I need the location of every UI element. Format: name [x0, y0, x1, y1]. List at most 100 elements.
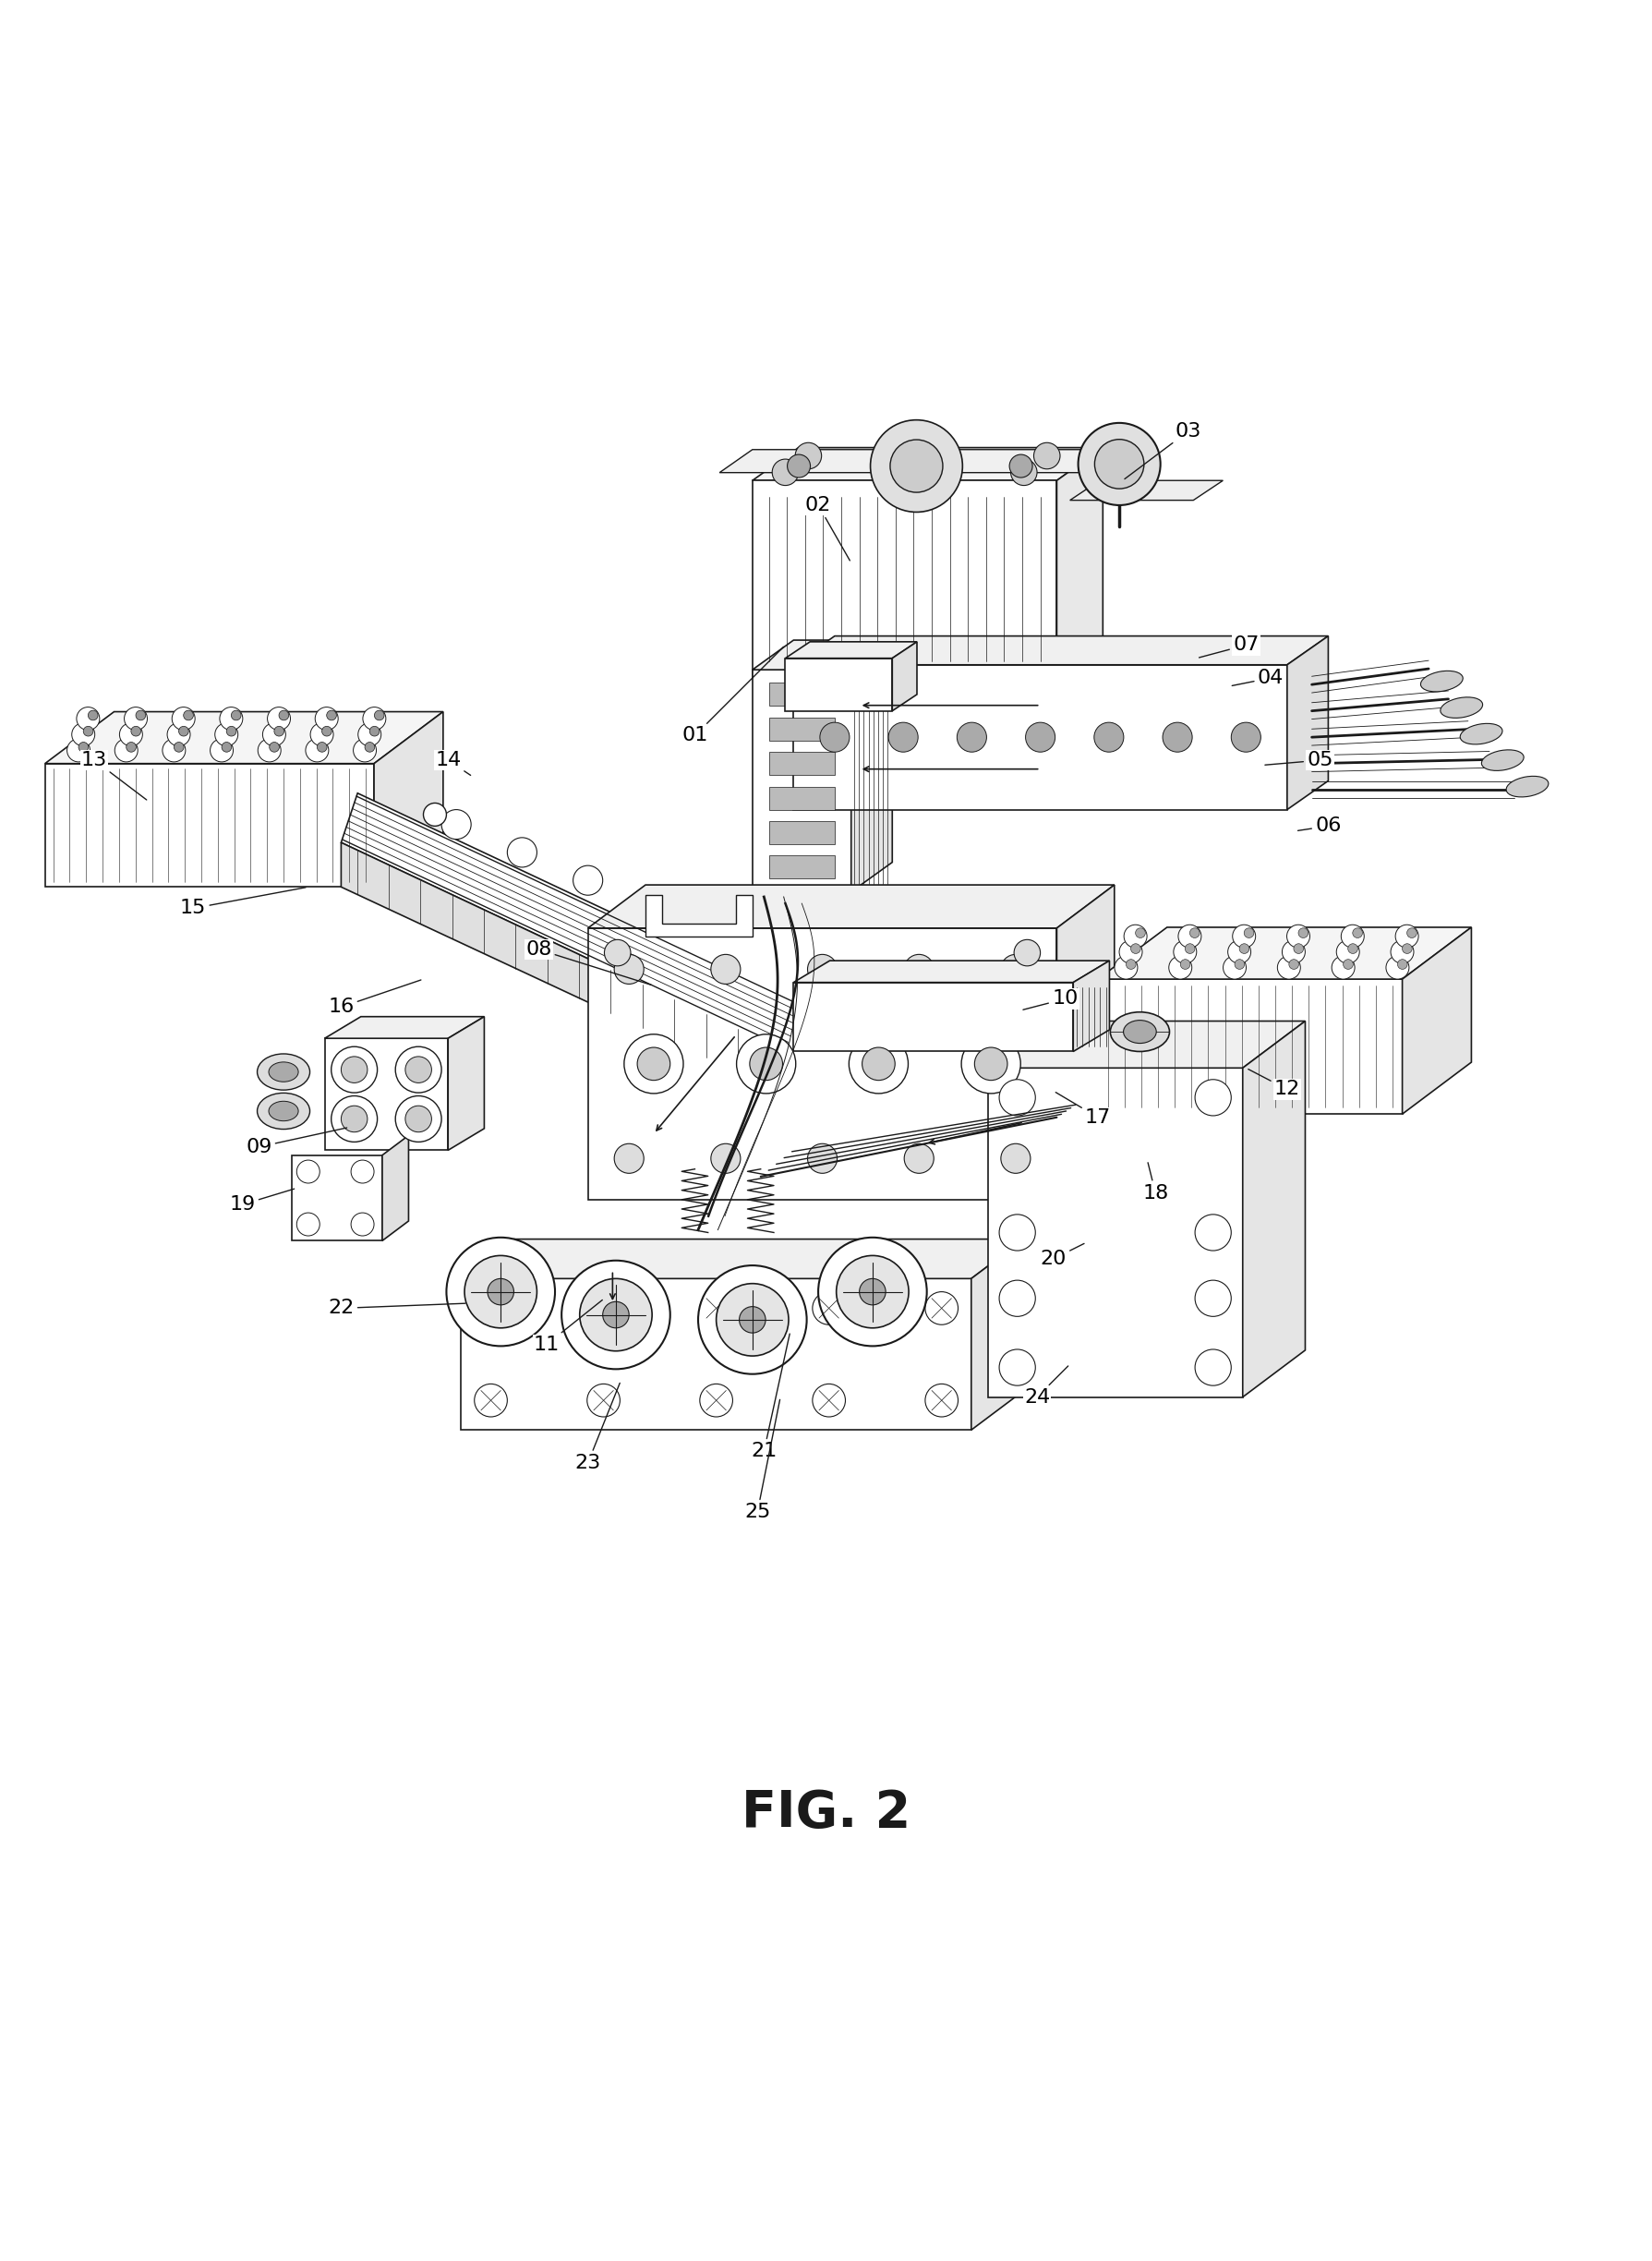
Circle shape [887, 724, 917, 753]
Circle shape [999, 1350, 1034, 1386]
Circle shape [999, 1078, 1034, 1115]
Circle shape [1094, 439, 1143, 488]
Circle shape [83, 726, 93, 737]
Circle shape [1113, 956, 1137, 979]
Circle shape [1396, 959, 1406, 970]
Circle shape [1282, 941, 1305, 963]
Text: 12: 12 [1247, 1069, 1300, 1099]
Circle shape [135, 710, 145, 721]
Text: 03: 03 [1123, 423, 1201, 479]
Circle shape [1406, 927, 1416, 938]
Polygon shape [1097, 979, 1401, 1115]
Polygon shape [752, 669, 851, 891]
Circle shape [890, 439, 942, 493]
Circle shape [226, 726, 236, 737]
Circle shape [1351, 927, 1361, 938]
Circle shape [340, 1056, 367, 1083]
Circle shape [474, 1291, 507, 1325]
Circle shape [114, 739, 137, 762]
Circle shape [363, 708, 385, 730]
Circle shape [904, 1144, 933, 1173]
Text: 07: 07 [1198, 635, 1259, 658]
Circle shape [1161, 724, 1191, 753]
Circle shape [119, 724, 142, 746]
Polygon shape [1242, 1022, 1305, 1397]
Circle shape [350, 1212, 373, 1237]
Circle shape [183, 710, 193, 721]
Circle shape [1001, 954, 1029, 984]
Circle shape [221, 742, 231, 753]
Circle shape [1340, 925, 1363, 947]
Circle shape [710, 1144, 740, 1173]
Circle shape [1013, 941, 1039, 965]
Polygon shape [382, 1135, 408, 1241]
Circle shape [1032, 443, 1059, 468]
Circle shape [1287, 925, 1308, 947]
Circle shape [1389, 941, 1412, 963]
Circle shape [819, 724, 849, 753]
Circle shape [405, 1056, 431, 1083]
Circle shape [88, 710, 97, 721]
Text: 19: 19 [230, 1189, 294, 1214]
Circle shape [1194, 1350, 1231, 1386]
Circle shape [220, 708, 243, 730]
Ellipse shape [1480, 751, 1523, 771]
Circle shape [330, 1097, 377, 1142]
Polygon shape [785, 658, 892, 710]
Circle shape [1297, 927, 1307, 938]
Polygon shape [851, 640, 892, 891]
Circle shape [605, 941, 631, 965]
Circle shape [1123, 925, 1146, 947]
Circle shape [354, 739, 377, 762]
Polygon shape [448, 1017, 484, 1151]
Polygon shape [768, 821, 834, 843]
Circle shape [507, 837, 537, 868]
Circle shape [68, 739, 89, 762]
Circle shape [859, 1280, 885, 1305]
Circle shape [1077, 423, 1160, 504]
Polygon shape [1056, 448, 1102, 678]
Text: 18: 18 [1142, 1162, 1168, 1203]
Circle shape [1118, 941, 1142, 963]
Polygon shape [340, 794, 801, 1051]
Circle shape [808, 954, 836, 984]
Circle shape [999, 1280, 1034, 1316]
Circle shape [1184, 943, 1194, 954]
Circle shape [1178, 925, 1201, 947]
Text: FIG. 2: FIG. 2 [742, 1788, 910, 1838]
Circle shape [340, 1106, 367, 1133]
Circle shape [268, 708, 291, 730]
Circle shape [1168, 956, 1191, 979]
Text: 09: 09 [246, 1128, 347, 1155]
Circle shape [603, 1302, 629, 1327]
Polygon shape [793, 665, 1287, 809]
Circle shape [1394, 925, 1417, 947]
Text: 16: 16 [327, 979, 421, 1015]
Polygon shape [768, 855, 834, 880]
Polygon shape [461, 1280, 971, 1429]
Circle shape [71, 724, 94, 746]
Polygon shape [785, 642, 917, 658]
Circle shape [1125, 959, 1135, 970]
Circle shape [1009, 459, 1036, 486]
Circle shape [975, 1047, 1006, 1081]
Text: 13: 13 [81, 751, 147, 800]
Circle shape [904, 954, 933, 984]
Circle shape [316, 708, 339, 730]
Circle shape [274, 726, 284, 737]
Circle shape [446, 1237, 555, 1345]
Polygon shape [768, 787, 834, 809]
Ellipse shape [269, 1101, 297, 1121]
Polygon shape [461, 1239, 1023, 1280]
Text: 20: 20 [1039, 1244, 1084, 1268]
Circle shape [580, 1280, 651, 1352]
Polygon shape [45, 712, 443, 764]
Circle shape [710, 954, 740, 984]
Circle shape [330, 1047, 377, 1092]
Circle shape [172, 708, 195, 730]
Text: 05: 05 [1264, 751, 1333, 769]
Circle shape [615, 1144, 644, 1173]
Circle shape [1346, 943, 1356, 954]
Circle shape [1094, 724, 1123, 753]
Polygon shape [1072, 961, 1108, 1051]
